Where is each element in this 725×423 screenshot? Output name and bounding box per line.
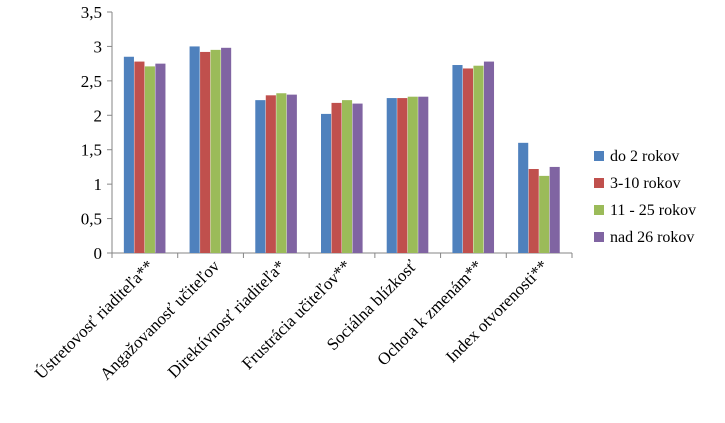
y-tick-label: 0 [94,244,103,263]
x-category-label: Angažovanosť učiteľov [96,256,224,384]
bar [221,47,232,254]
y-tick-label: 2 [94,106,103,125]
bar [210,49,221,253]
bar [155,63,166,254]
bar [352,103,363,253]
bar [473,65,484,253]
y-tick-label: 3,5 [81,3,102,22]
legend-label: 11 - 25 rokov [610,202,696,219]
bar [518,142,529,253]
bar [483,61,495,253]
x-category-label: Direktívnosť riaditeľa* [164,256,289,381]
bar [255,100,266,253]
bars [123,46,560,254]
y-tick-label: 2,5 [81,72,102,91]
legend-swatch [594,232,604,242]
bar [200,51,211,254]
bar [539,175,550,253]
legend-swatch [594,151,604,161]
y-tick-label: 1 [94,175,103,194]
bar [397,98,408,253]
bar [452,65,463,254]
legend: do 2 rokov 3-10 rokov 11 - 25 rokov nad 26 … [594,148,696,246]
legend-swatch [594,205,604,215]
legend-label: do 2 rokov [610,148,679,165]
bar [386,98,397,253]
bar [528,168,539,253]
bar [286,94,297,253]
bar [134,61,145,253]
bar [418,96,429,254]
bar [265,95,276,254]
y-tick-label: 3 [94,37,103,56]
bar [407,96,418,254]
bar [462,68,474,253]
bar [549,166,560,253]
axes [107,11,573,258]
y-tick-label: 0,5 [81,210,102,229]
bar [321,113,332,253]
x-category-label: Ústretovosť riaditeľa** [31,256,158,383]
bar [123,56,134,253]
bar [189,46,200,253]
legend-label: 3-10 rokov [610,175,681,192]
bar [331,102,342,254]
x-category-label: Frustrácia učiteľov** [238,256,355,373]
bar [144,66,155,253]
y-tick-label: 1,5 [81,141,102,160]
legend-swatch [594,178,604,188]
bar [276,93,287,253]
bar [342,100,353,253]
legend-label: nad 26 rokov [610,229,694,246]
